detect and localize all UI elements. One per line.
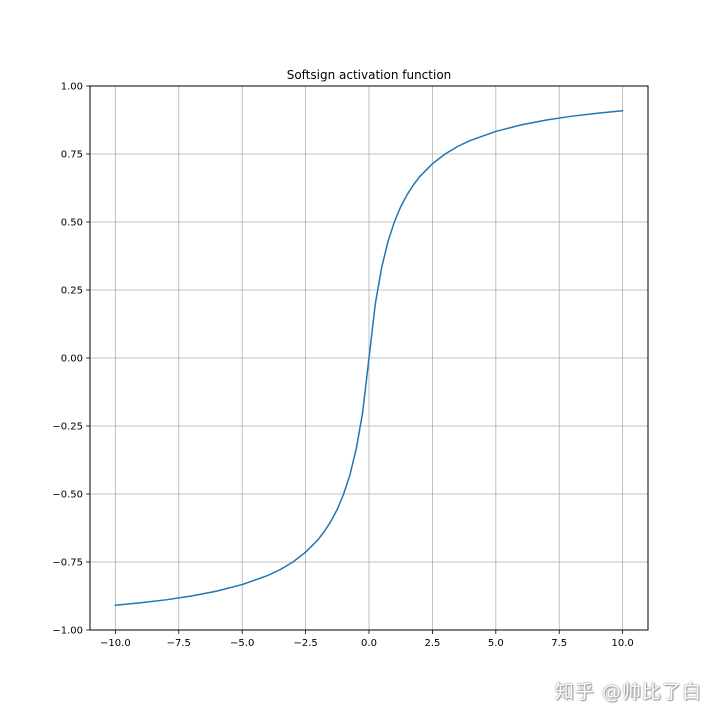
- y-tick-label: 0.50: [61, 218, 83, 229]
- y-tick-label: −0.25: [52, 422, 83, 433]
- y-tick-label: −0.75: [52, 558, 83, 569]
- watermark-text: 知乎 @帅比了白: [554, 681, 702, 703]
- x-tick-label: 7.5: [551, 638, 567, 649]
- y-tick-label: −0.50: [52, 490, 83, 501]
- y-tick-label: 1.00: [61, 82, 83, 93]
- x-tick-label: 5.0: [488, 638, 504, 649]
- x-tick-label: −5.0: [230, 638, 254, 649]
- x-tick-label: 0.0: [361, 638, 377, 649]
- y-tick-label: 0.00: [61, 354, 83, 365]
- x-tick-label: 2.5: [424, 638, 440, 649]
- ticks-layer: −10.0 −7.5 −5.0 −2.5 0.0 2.5 5.0 7.5 10.0 −1.00 −0…: [52, 82, 633, 650]
- x-tick-label: −2.5: [293, 638, 317, 649]
- x-tick-label: −10.0: [100, 638, 131, 649]
- softsign-series-line: [114, 110, 624, 606]
- x-tick-label: −7.5: [167, 638, 191, 649]
- chart-title: Softsign activation function: [287, 68, 452, 82]
- x-tick-label: 10.0: [612, 638, 634, 649]
- series-layer: [114, 110, 624, 606]
- y-tick-label: 0.75: [61, 150, 83, 161]
- y-tick-label: 0.25: [61, 286, 83, 297]
- y-tick-label: −1.00: [52, 626, 83, 637]
